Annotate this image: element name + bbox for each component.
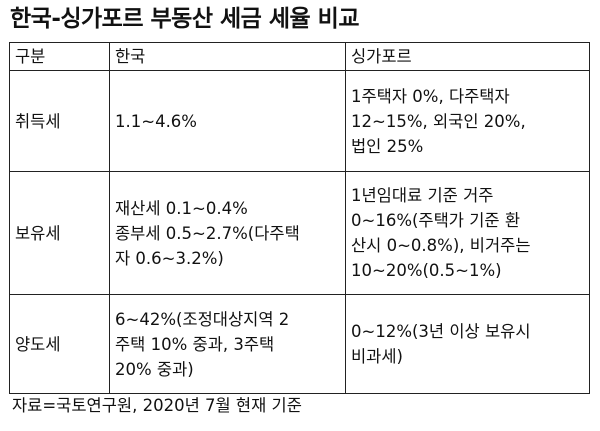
header-korea: 한국 [109, 42, 346, 71]
cell-line: 20% 중과) [115, 359, 194, 379]
cell-line: 10~20%(0.5~1%) [351, 261, 502, 280]
cell-line: 1.1~4.6% [115, 111, 197, 131]
cell-line: 종부세 0.5~2.7%(다주택 [115, 223, 300, 243]
cell-line: 법인 25% [351, 136, 424, 156]
singapore-cell: 0~12%(3년 이상 보유시 비과세) [345, 294, 590, 394]
tax-comparison-table: 구분 한국 싱가포르 취득세 1.1~4.6% 1주택자 0%, 다주택자 12… [9, 42, 590, 394]
row-category: 취득세 [9, 70, 110, 172]
cell-line: 비과세) [351, 347, 403, 366]
header-category: 구분 [9, 42, 110, 71]
korea-cell: 1.1~4.6% [109, 70, 346, 172]
table-header-row: 구분 한국 싱가포르 [9, 42, 590, 71]
cell-line: 자 0.6~3.2%) [115, 248, 224, 268]
row-category: 보유세 [9, 171, 110, 295]
table-row-transfer-tax: 양도세 6~42%(조정대상지역 2 주택 10% 중과, 3주택 20% 중과… [9, 294, 590, 394]
cell-line: 12~15%, 외국인 20%, [351, 111, 526, 131]
singapore-cell: 1주택자 0%, 다주택자 12~15%, 외국인 20%, 법인 25% [345, 70, 590, 172]
singapore-cell: 1년임대료 기준 거주 0~16%(주택가 기준 환 산시 0~0.8%), 비… [345, 171, 590, 295]
cell-line: 0~12%(3년 이상 보유시 [351, 322, 531, 341]
row-category: 양도세 [9, 294, 110, 394]
table-row-holding-tax: 보유세 재산세 0.1~0.4% 종부세 0.5~2.7%(다주택 자 0.6~… [9, 171, 590, 295]
korea-cell: 6~42%(조정대상지역 2 주택 10% 중과, 3주택 20% 중과) [109, 294, 346, 394]
cell-line: 1주택자 0%, 다주택자 [351, 86, 510, 106]
korea-cell: 재산세 0.1~0.4% 종부세 0.5~2.7%(다주택 자 0.6~3.2%… [109, 171, 346, 295]
source-note: 자료=국토연구원, 2020년 7월 현재 기준 [12, 396, 302, 415]
cell-line: 1년임대료 기준 거주 [351, 186, 494, 205]
page-title: 한국-싱가포르 부동산 세금 세율 비교 [10, 6, 359, 32]
cell-line: 주택 10% 중과, 3주택 [115, 334, 275, 354]
table-row-acquisition-tax: 취득세 1.1~4.6% 1주택자 0%, 다주택자 12~15%, 외국인 2… [9, 70, 590, 172]
header-singapore: 싱가포르 [345, 42, 590, 71]
cell-line: 6~42%(조정대상지역 2 [115, 309, 290, 329]
cell-line: 0~16%(주택가 기준 환 [351, 211, 521, 230]
cell-line: 재산세 0.1~0.4% [115, 198, 248, 218]
cell-line: 산시 0~0.8%), 비거주는 [351, 236, 531, 255]
